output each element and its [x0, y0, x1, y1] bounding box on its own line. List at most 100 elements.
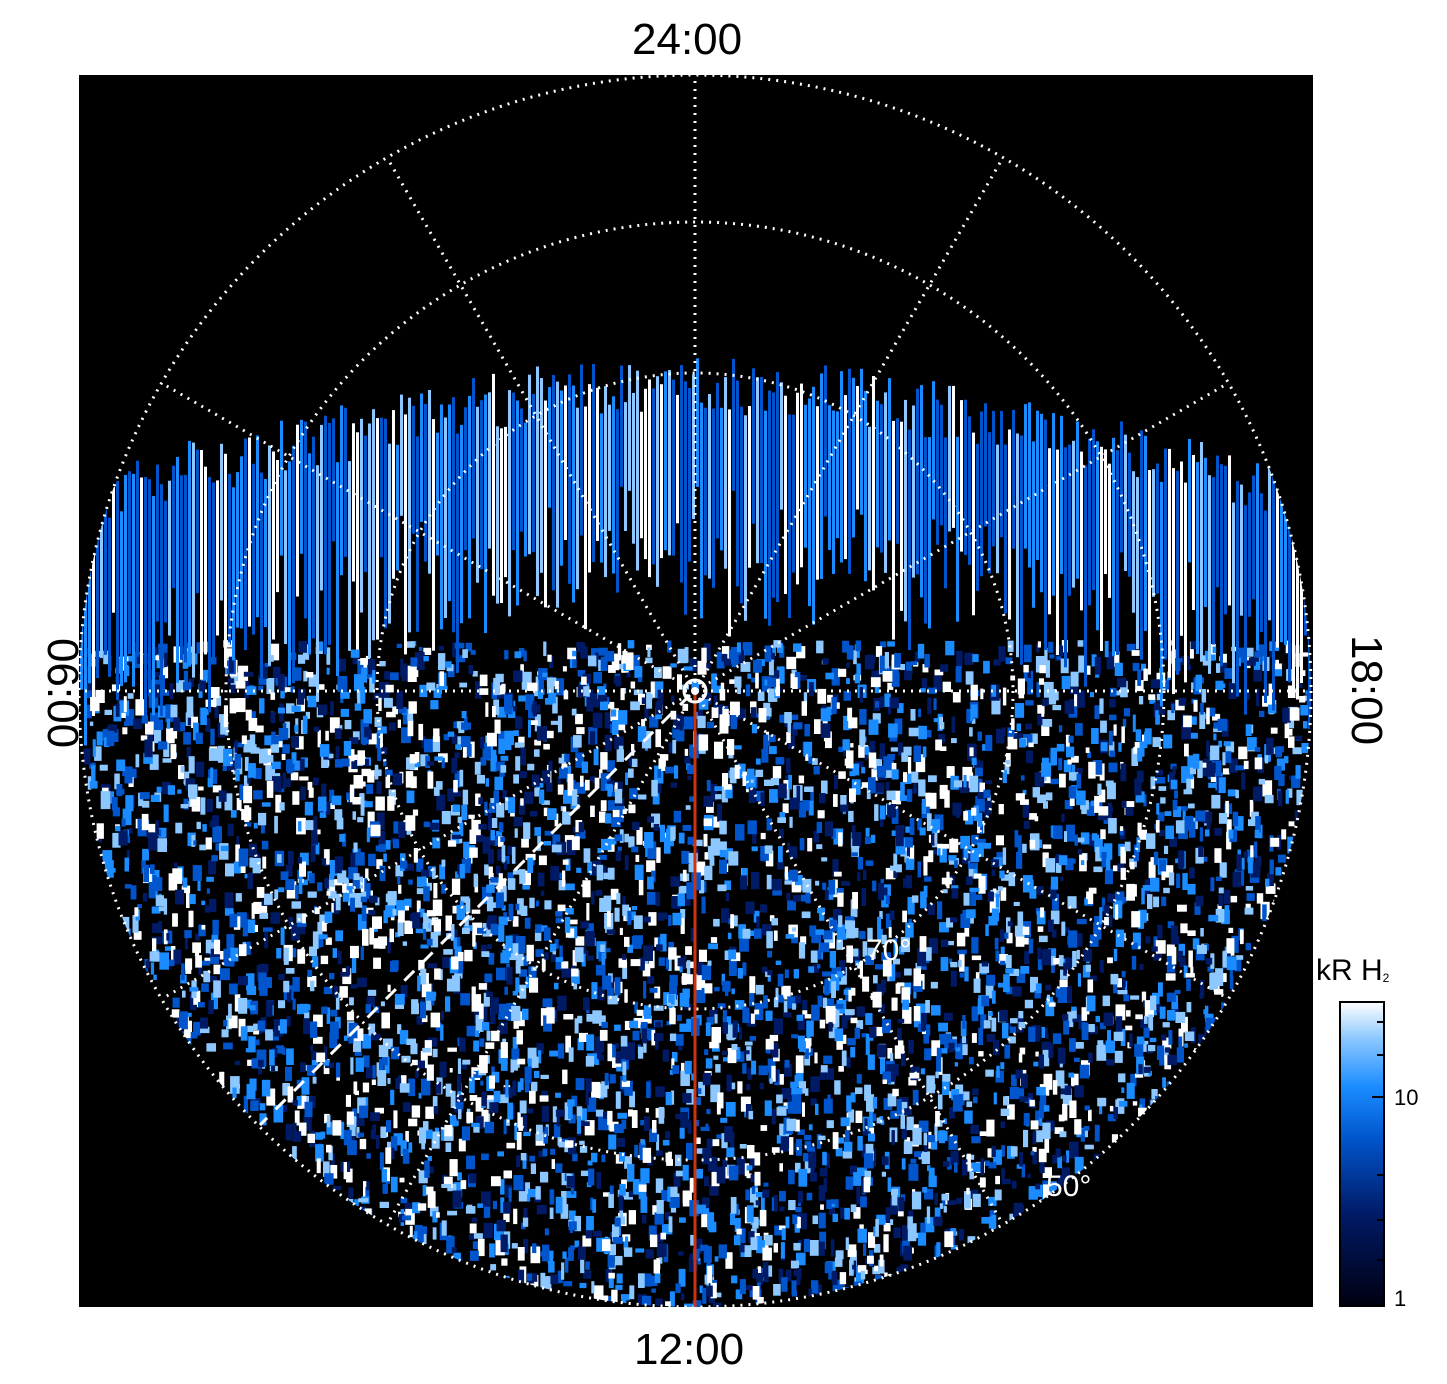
noise-speck	[886, 1064, 896, 1082]
noise-speck	[1184, 1043, 1188, 1048]
noise-speck	[381, 1012, 390, 1029]
noise-speck	[1170, 779, 1178, 790]
noise-speck	[1099, 1022, 1106, 1030]
noise-speck	[895, 983, 901, 994]
noise-speck	[1212, 713, 1221, 721]
noise-speck	[1007, 921, 1013, 927]
noise-speck	[1023, 644, 1032, 663]
noise-speck	[1047, 919, 1054, 932]
noise-speck	[329, 860, 340, 876]
noise-speck	[271, 761, 281, 770]
noise-speck	[728, 851, 739, 866]
noise-speck	[1241, 772, 1246, 790]
noise-speck	[1256, 893, 1264, 904]
noise-speck	[324, 849, 330, 865]
noise-speck	[926, 947, 932, 961]
noise-speck	[258, 1067, 262, 1075]
noise-speck	[913, 1018, 919, 1028]
noise-speck	[1065, 858, 1074, 871]
noise-speck	[311, 1051, 317, 1060]
noise-speck	[559, 872, 564, 879]
noise-speck	[617, 1112, 628, 1119]
noise-speck	[490, 1264, 497, 1271]
noise-speck	[496, 1219, 506, 1232]
noise-speck	[751, 724, 758, 734]
noise-speck	[385, 776, 391, 789]
noise-speck	[959, 972, 964, 978]
noise-speck	[249, 857, 254, 868]
noise-speck	[799, 838, 805, 851]
noise-speck	[831, 668, 840, 686]
noise-speck	[1158, 786, 1167, 791]
noise-speck	[1069, 1141, 1079, 1159]
noise-speck	[709, 1041, 719, 1049]
noise-speck	[943, 1118, 947, 1124]
noise-speck	[816, 1134, 822, 1149]
noise-speck	[246, 686, 257, 695]
noise-speck	[280, 690, 285, 699]
noise-speck	[859, 960, 863, 979]
noise-speck	[141, 715, 148, 724]
noise-speck	[758, 1065, 768, 1076]
noise-speck	[1005, 753, 1011, 767]
noise-speck	[1081, 1022, 1089, 1041]
noise-speck	[528, 719, 531, 738]
noise-speck	[1120, 680, 1128, 698]
noise-speck	[398, 707, 407, 714]
noise-speck	[193, 1021, 201, 1036]
noise-speck	[762, 1262, 769, 1278]
noise-speck	[424, 739, 434, 753]
noise-speck	[135, 754, 140, 768]
noise-speck	[706, 1108, 711, 1115]
noise-speck	[786, 1118, 797, 1131]
noise-speck	[247, 872, 254, 889]
noise-speck	[1137, 822, 1142, 836]
noise-speck	[1211, 760, 1222, 778]
noise-speck	[793, 722, 803, 730]
noise-speck	[665, 766, 674, 774]
noise-speck	[662, 666, 672, 679]
noise-speck	[359, 1105, 368, 1118]
noise-speck	[186, 746, 191, 759]
noise-speck	[543, 743, 550, 750]
noise-speck	[450, 1090, 456, 1108]
noise-speck	[875, 646, 883, 657]
noise-speck	[115, 825, 121, 832]
noise-speck	[1292, 747, 1302, 755]
noise-speck	[821, 780, 828, 794]
noise-speck	[760, 792, 765, 806]
noise-speck	[940, 1048, 948, 1054]
noise-speck	[513, 816, 523, 827]
noise-speck	[656, 1200, 664, 1214]
noise-speck	[340, 1121, 345, 1139]
noise-speck	[872, 1097, 878, 1109]
noise-speck	[1171, 704, 1175, 714]
noise-speck	[972, 1088, 979, 1096]
noise-speck	[840, 1207, 847, 1219]
noise-speck	[513, 730, 519, 736]
noise-speck	[1021, 1164, 1026, 1178]
noise-speck	[199, 844, 207, 851]
noise-speck	[570, 1181, 575, 1195]
noise-speck	[516, 1030, 523, 1045]
noise-speck	[727, 1048, 737, 1064]
noise-speck	[85, 704, 92, 719]
noise-speck	[1067, 759, 1072, 765]
noise-speck	[1119, 831, 1124, 836]
noise-speck	[219, 843, 229, 860]
noise-speck	[774, 1225, 782, 1236]
noise-speck	[1016, 969, 1026, 984]
noise-speck	[106, 730, 115, 747]
noise-speck	[1042, 1049, 1050, 1067]
noise-speck	[853, 1172, 862, 1186]
noise-speck	[552, 696, 558, 714]
noise-speck	[1104, 868, 1113, 885]
noise-speck	[536, 1124, 543, 1142]
noise-speck	[647, 841, 657, 860]
noise-speck	[443, 1176, 453, 1188]
noise-speck	[533, 1273, 538, 1282]
noise-speck	[365, 1186, 370, 1204]
noise-speck	[638, 1142, 646, 1161]
noise-speck	[829, 951, 836, 968]
noise-speck	[1063, 760, 1072, 773]
